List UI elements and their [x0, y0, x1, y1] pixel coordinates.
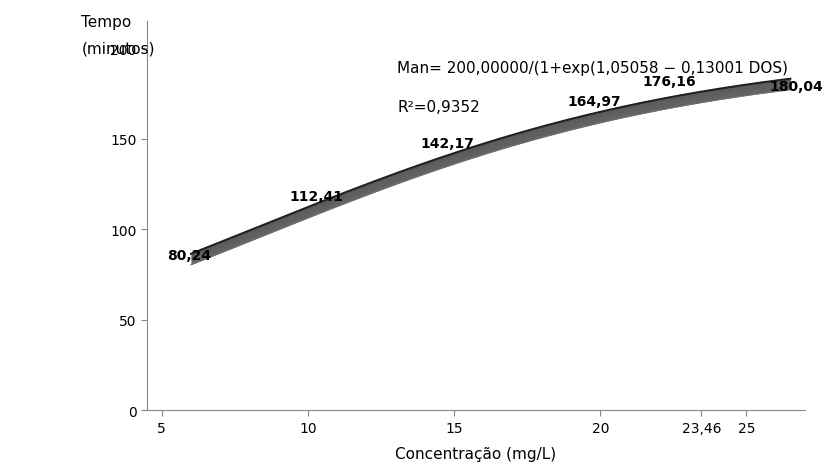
Text: (minutos): (minutos) — [81, 42, 155, 57]
Text: 80,24: 80,24 — [167, 248, 211, 262]
Text: 112,41: 112,41 — [289, 190, 343, 204]
Text: 142,17: 142,17 — [420, 136, 475, 150]
Text: 176,16: 176,16 — [642, 75, 696, 89]
Text: Tempo: Tempo — [81, 15, 132, 30]
Text: R²=0,9352: R²=0,9352 — [397, 100, 480, 115]
Text: Man= 200,00000/(1+exp(1,05058 − 0,13001 DOS): Man= 200,00000/(1+exp(1,05058 − 0,13001 … — [397, 61, 788, 76]
Text: 164,97: 164,97 — [567, 95, 621, 109]
X-axis label: Concentração (mg/L): Concentração (mg/L) — [395, 446, 556, 461]
Text: 180,04: 180,04 — [770, 80, 824, 94]
